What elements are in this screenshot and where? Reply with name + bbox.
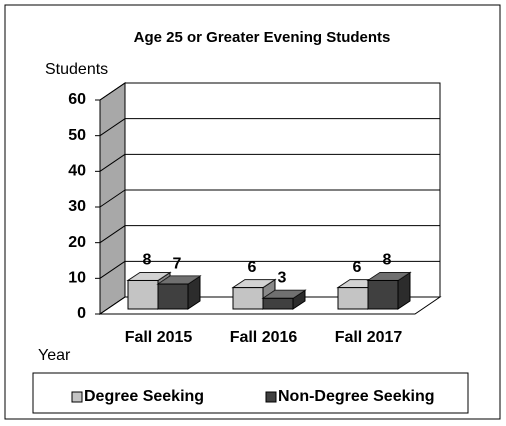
grid-line [99, 189, 126, 208]
bar [157, 283, 189, 310]
y-tick-label: 50 [68, 127, 86, 144]
data-label: 6 [248, 259, 257, 276]
legend-swatch [265, 391, 277, 403]
bar [262, 297, 294, 310]
legend-swatch [71, 391, 83, 403]
data-label: 8 [143, 252, 152, 269]
data-label: 3 [278, 270, 287, 287]
legend-box [32, 372, 469, 414]
y-tick-label: 20 [68, 234, 86, 251]
y-tick-label: 30 [68, 198, 86, 215]
chart-title: Age 25 or Greater Evening Students [134, 29, 391, 46]
grid-line [99, 225, 126, 244]
bar [367, 279, 399, 310]
bar-top-shade [233, 279, 275, 288]
x-axis-label: Year [38, 347, 71, 364]
x-tick-label: Fall 2016 [230, 329, 298, 346]
bar-top-shade [158, 276, 200, 285]
bar [337, 287, 369, 310]
bar-side-shade [398, 272, 410, 309]
grid-line [99, 296, 126, 315]
legend-label: Degree Seeking [84, 388, 204, 405]
y-axis-label: Students [45, 61, 108, 78]
bar [232, 287, 264, 310]
data-label: 6 [353, 259, 362, 276]
x-tick-label: Fall 2017 [335, 329, 403, 346]
data-label: 7 [173, 255, 182, 272]
y-tick-label: 0 [77, 305, 86, 322]
grid-line [99, 118, 126, 137]
grid-line [99, 82, 126, 101]
bar-top-shade [263, 290, 305, 299]
y-tick-label: 60 [68, 91, 86, 108]
grid-line [99, 260, 126, 279]
bar [127, 279, 159, 310]
y-tick-label: 10 [68, 270, 86, 287]
legend-label: Non-Degree Seeking [278, 388, 434, 405]
grid-line [99, 153, 126, 172]
bar-side-shade [188, 276, 200, 309]
x-tick-label: Fall 2015 [125, 329, 193, 346]
bar-top-shade [368, 272, 410, 281]
bar-side-shade [293, 290, 305, 309]
y-tick-label: 40 [68, 163, 86, 180]
data-label: 8 [383, 252, 392, 269]
bar-top-shade [128, 272, 170, 281]
